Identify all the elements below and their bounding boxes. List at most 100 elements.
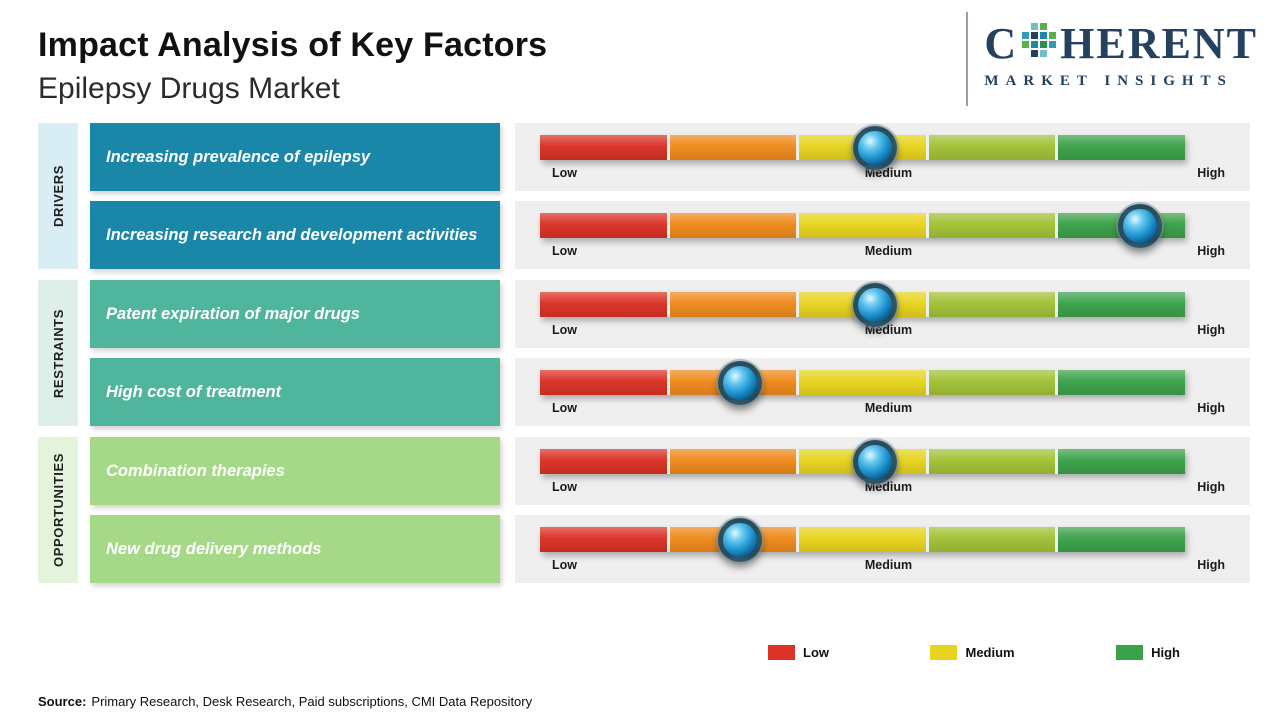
factor-box: Increasing prevalence of epilepsy — [90, 123, 500, 192]
scale-label-low: Low — [552, 480, 577, 495]
legend-label-low: Low — [803, 645, 829, 660]
page-title: Impact Analysis of Key Factors — [38, 26, 548, 64]
factor-row: High cost of treatment Low — [90, 358, 1250, 427]
impact-marker — [1117, 203, 1162, 248]
impact-marker — [717, 517, 762, 562]
bar-segment-high — [1058, 292, 1185, 318]
scale-label-low: Low — [552, 244, 577, 259]
scale-label-medium: Medium — [864, 401, 913, 416]
group-restraints: RESTRAINTS Patent expiration of major dr… — [38, 280, 1250, 427]
bar-segment-low — [540, 292, 667, 318]
scale-label-low: Low — [552, 323, 577, 338]
impact-bar — [540, 517, 1185, 562]
bar-segment-high — [1058, 449, 1185, 475]
impact-bar — [540, 282, 1185, 327]
impact-bar — [540, 203, 1185, 248]
group-label-strip: RESTRAINTS — [38, 280, 78, 427]
scale-labels: Low Medium High — [552, 244, 1225, 258]
group-label-strip: OPPORTUNITIES — [38, 437, 78, 584]
scale-labels: Low Medium High — [552, 558, 1225, 572]
bar-segment-med-high — [928, 527, 1056, 553]
logo-text: HERENT — [1060, 19, 1258, 68]
factor-label: Increasing prevalence of epilepsy — [106, 147, 371, 166]
bar-segment-medium — [799, 527, 926, 553]
impact-bar — [540, 439, 1185, 484]
factor-box: High cost of treatment — [90, 358, 500, 427]
bar-segment-low-med — [669, 292, 797, 318]
factor-row: Increasing research and development acti… — [90, 201, 1250, 270]
logo-subtext: MARKET INSIGHTS — [984, 73, 1233, 89]
scale-label-high: High — [1197, 480, 1225, 495]
factor-label: High cost of treatment — [106, 382, 282, 401]
bar-segment-low — [540, 213, 667, 239]
bar-segment-high — [1058, 370, 1185, 396]
scale-labels: Low Medium High — [552, 166, 1225, 180]
bar-segment-med-high — [928, 449, 1056, 475]
factor-box: Increasing research and development acti… — [90, 201, 500, 270]
scale-label-high: High — [1197, 401, 1225, 416]
factor-row: New drug delivery methods Low — [90, 515, 1250, 584]
factor-box: Combination therapies — [90, 437, 500, 506]
group-label: OPPORTUNITIES — [50, 453, 66, 568]
legend-swatch-high — [1116, 645, 1144, 660]
bar-segment-high — [1058, 135, 1185, 161]
bar-segment-low-med — [669, 449, 797, 475]
impact-marker — [853, 282, 898, 327]
impact-track: Low Medium High — [515, 201, 1250, 270]
legend-swatch-medium — [930, 645, 958, 660]
bar-segment-med-high — [928, 135, 1056, 161]
bar-segment-med-high — [928, 213, 1056, 239]
factor-box: New drug delivery methods — [90, 515, 500, 584]
legend-item-low: Low — [768, 645, 829, 660]
source-text: Primary Research, Desk Research, Paid su… — [91, 694, 533, 709]
group-label: RESTRAINTS — [50, 308, 66, 398]
scale-label-medium: Medium — [864, 166, 913, 181]
header: Impact Analysis of Key Factors Epilepsy … — [0, 0, 1280, 106]
factor-row: Patent expiration of major drugs Lo — [90, 280, 1250, 349]
bar-segment-med-high — [928, 370, 1056, 396]
factor-row: Combination therapies Low — [90, 437, 1250, 506]
impact-marker — [717, 360, 762, 405]
source-prefix: Source: — [38, 694, 87, 709]
logo-mosaic-o-icon — [1021, 22, 1057, 66]
scale-label-high: High — [1197, 323, 1225, 338]
impact-track: Low Medium High — [515, 515, 1250, 584]
legend-swatch-low — [768, 645, 795, 660]
legend: Low Medium High — [768, 645, 1180, 660]
group-opportunities: OPPORTUNITIES Combination therapies — [38, 437, 1250, 584]
scale-labels: Low Medium High — [552, 480, 1225, 494]
bar-segment-low — [540, 135, 667, 161]
group-label: DRIVERS — [50, 165, 66, 228]
bar-segment-low — [540, 527, 667, 553]
scale-label-medium: Medium — [864, 558, 913, 573]
scale-label-medium: Medium — [864, 480, 913, 495]
bar-segment-medium — [799, 370, 926, 396]
scale-labels: Low Medium High — [552, 401, 1225, 415]
logo-divider — [966, 12, 969, 106]
impact-track: Low Medium High — [515, 123, 1250, 192]
logo-text: C — [984, 19, 1019, 68]
impact-bar — [540, 125, 1185, 170]
bar-segment-low-med — [669, 135, 797, 161]
bar-segment-low — [540, 370, 667, 396]
scale-labels: Low Medium High — [552, 323, 1225, 337]
bar-segment-med-high — [928, 292, 1056, 318]
bar-segment-high — [1058, 527, 1185, 553]
factor-box: Patent expiration of major drugs — [90, 280, 500, 349]
legend-item-medium: Medium — [930, 645, 1015, 660]
bar-segment-low — [540, 449, 667, 475]
impact-bar — [540, 360, 1185, 405]
scale-label-low: Low — [552, 558, 577, 573]
source-line: Source: Primary Research, Desk Research, … — [38, 694, 532, 709]
bar-segment-medium — [799, 213, 926, 239]
legend-item-high: High — [1116, 645, 1180, 660]
legend-label-high: High — [1151, 645, 1180, 660]
factor-label: Increasing research and development acti… — [106, 225, 478, 244]
scale-label-medium: Medium — [864, 323, 913, 338]
factor-label: Combination therapies — [106, 461, 285, 480]
scale-label-high: High — [1197, 166, 1225, 181]
impact-track: Low Medium High — [515, 358, 1250, 427]
scale-label-medium: Medium — [864, 244, 913, 259]
page-subtitle: Epilepsy Drugs Market — [38, 72, 340, 106]
